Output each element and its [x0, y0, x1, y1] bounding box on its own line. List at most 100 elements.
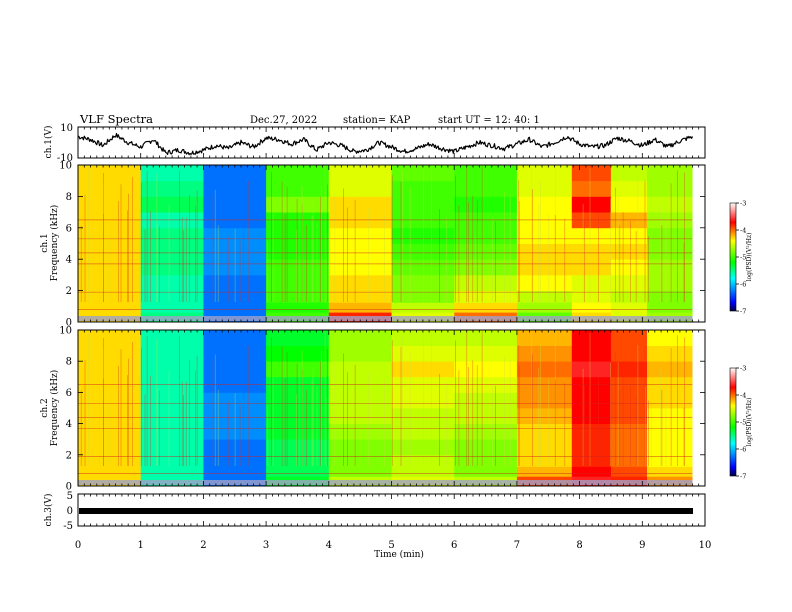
- time-tick-label: 10: [699, 540, 712, 551]
- spectrogram-cell: [571, 345, 612, 362]
- spectrogram-cell: [516, 423, 573, 440]
- spectrogram-cell: [516, 290, 573, 303]
- ch3-ytick-top: 5: [67, 491, 73, 502]
- freq-tick-label: 0: [66, 318, 72, 329]
- spectrogram-cell: [328, 180, 392, 197]
- spectrogram-cell: [203, 361, 267, 378]
- spectrogram-cell: [140, 259, 204, 276]
- spectrogram-cell: [647, 227, 693, 244]
- spectrogram-cell: [610, 330, 648, 346]
- freq-tick-label: 4: [66, 255, 72, 266]
- spectrogram-cell: [647, 259, 693, 276]
- spectrogram-cell: [516, 259, 573, 276]
- spectrogram-cell: [203, 196, 267, 213]
- spectrogram-cell: [647, 180, 693, 197]
- spectrogram-cell: [516, 392, 573, 409]
- spectrogram-cell: [328, 330, 392, 346]
- spectrogram-cell: [571, 196, 612, 213]
- spectrogram-cell: [203, 466, 267, 477]
- spectrogram-cell: [78, 259, 142, 276]
- spectrogram-cell: [203, 302, 267, 313]
- spectrogram-cell: [571, 274, 612, 291]
- spectrogram-cell: [78, 196, 142, 213]
- spectrogram-cell: [571, 243, 612, 260]
- spectrogram-cell: [78, 227, 142, 244]
- spectrogram-cell: [647, 408, 693, 424]
- spectrogram-cell: [610, 180, 648, 197]
- colorbar-tick-label: -4: [740, 392, 746, 400]
- spectrogram-cell: [140, 227, 204, 244]
- spectrogram-cell: [78, 439, 142, 456]
- spectrogram-cell: [78, 290, 142, 303]
- colorbar-tick-label: -7: [740, 308, 746, 316]
- spectrogram-cell: [140, 196, 204, 213]
- spectrogram-cell: [454, 466, 518, 477]
- spectrogram-cell: [328, 227, 392, 244]
- spectrogram-cell: [78, 392, 142, 409]
- spectrogram-cell: [610, 165, 648, 182]
- spectrogram-cell: [266, 243, 330, 260]
- spectrogram-cell: [516, 274, 573, 291]
- spectrogram-cell: [78, 243, 142, 260]
- spectrogram-cell: [78, 180, 142, 197]
- spectrogram-cell: [610, 439, 648, 456]
- spectrogram-cell: [647, 392, 693, 409]
- spectrogram-cell: [328, 392, 392, 409]
- ch1-channel-label: ch.1: [40, 233, 50, 252]
- ch1-freq-ticks: 0 2 4 6 8 10: [59, 161, 705, 329]
- spectrogram-cell: [647, 345, 693, 362]
- spectrogram-cell: [516, 466, 573, 477]
- freq-tick-label: 6: [66, 388, 72, 399]
- spectrogram-cell: [78, 408, 142, 424]
- spectrogram-cell: [571, 165, 612, 182]
- spectrogram-cell: [454, 274, 518, 291]
- spectrogram-cell: [140, 466, 204, 477]
- colorbar-tick-label: -5: [740, 419, 746, 427]
- time-tick-label: 1: [138, 540, 144, 551]
- spectrogram-cell: [328, 302, 392, 313]
- no-data-strip: [692, 330, 705, 486]
- spectrogram-cell: [516, 227, 573, 244]
- freq-tick-label: 4: [66, 419, 72, 430]
- spectrogram-cell: [454, 330, 518, 346]
- spectrogram-cell: [78, 454, 142, 467]
- spectrogram-cell: [78, 302, 142, 313]
- ch1-spectrogram-striations: [78, 165, 693, 321]
- freq-tick-label: 2: [66, 450, 72, 461]
- spectrogram-cell: [328, 165, 392, 182]
- spectrogram-cell: [328, 439, 392, 456]
- freq-tick-label: 10: [59, 161, 72, 172]
- spectrogram-cell: [454, 259, 518, 276]
- spectrogram-cell: [266, 408, 330, 424]
- spectrogram-cell: [454, 345, 518, 362]
- time-tick-label: 2: [200, 540, 206, 551]
- spectrogram-cell: [266, 227, 330, 244]
- spectrogram-cell: [454, 196, 518, 213]
- spectrogram-cell: [78, 361, 142, 378]
- figure-title: VLF Spectra: [79, 112, 153, 126]
- ch2-colorbar-label: log(PSD)(V²/Hz): [746, 398, 753, 447]
- spectrogram-cell: [140, 330, 204, 346]
- spectrogram-cell: [610, 392, 648, 409]
- spectrogram-cell: [328, 196, 392, 213]
- colorbar-tick-label: -4: [740, 227, 746, 235]
- time-tick-label: 8: [576, 540, 582, 551]
- ch2-spectrogram-striations: [78, 330, 693, 485]
- spectrogram-cell: [266, 330, 330, 346]
- spectrogram-cell: [140, 274, 204, 291]
- time-tick-label: 5: [388, 540, 394, 551]
- spectrogram-cell: [391, 302, 455, 313]
- ch2-colorbar: [729, 367, 737, 477]
- ch2-spectrogram-cells: [78, 330, 705, 487]
- ch3-signal-band: [79, 508, 693, 514]
- spectrogram-cell: [140, 392, 204, 409]
- spectrogram-cell: [610, 302, 648, 313]
- spectrogram-cell: [140, 454, 204, 467]
- spectrogram-cell: [516, 180, 573, 197]
- spectrogram-cell: [647, 423, 693, 440]
- ch1-colorbar-ticks: -3 -4 -5 -6 -7: [736, 200, 746, 316]
- start-time-label: start UT = 12: 40: 1: [438, 115, 540, 126]
